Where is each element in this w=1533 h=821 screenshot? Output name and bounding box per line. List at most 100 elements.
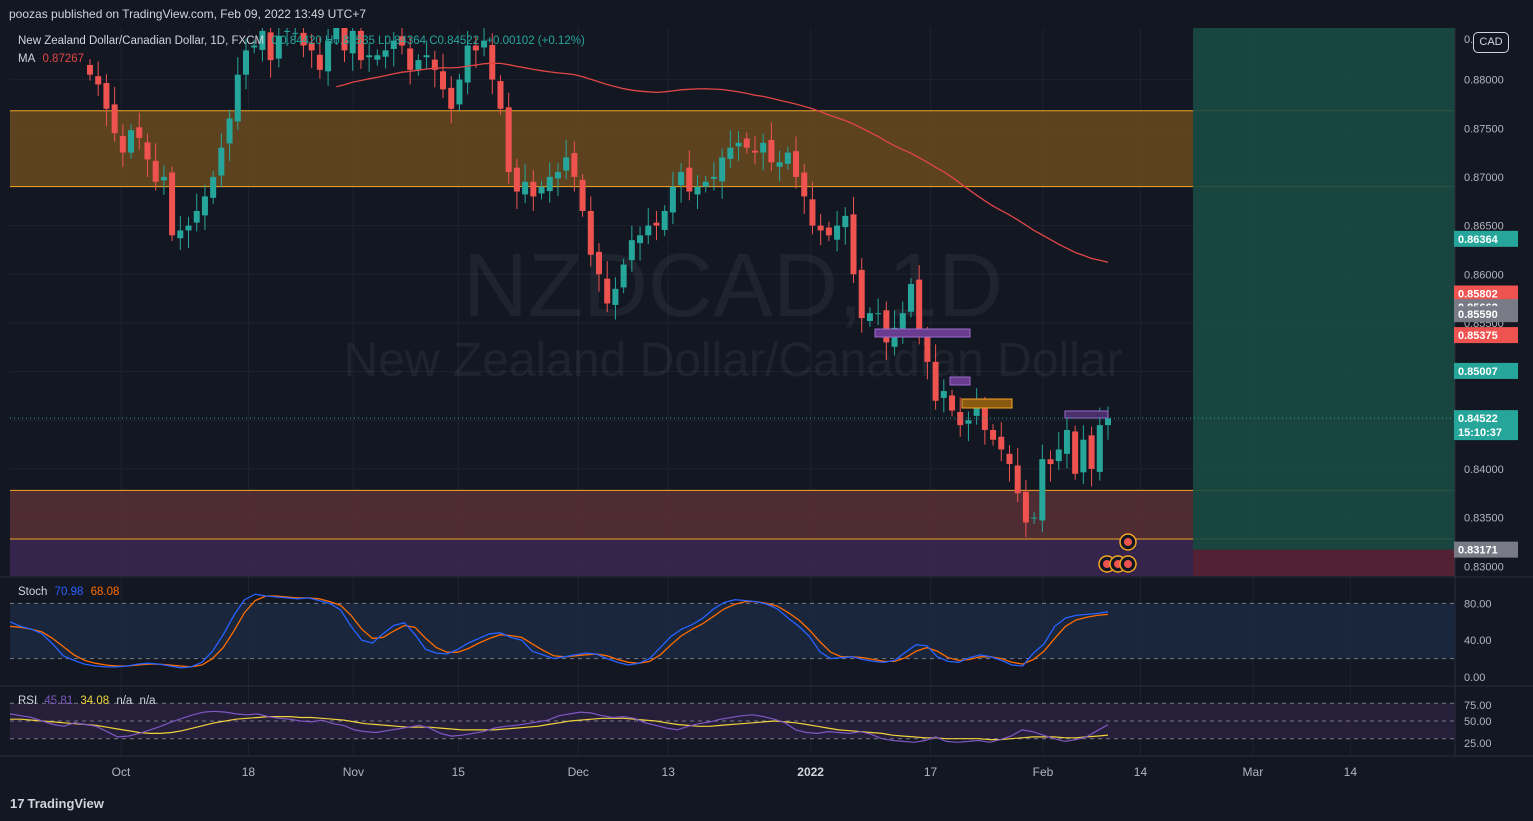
rsi-ma-value: 34.08: [80, 695, 110, 707]
candle-body: [973, 405, 980, 416]
candle-body: [210, 176, 217, 198]
price-label: 0.85802: [1458, 289, 1498, 301]
candle-body: [538, 186, 545, 194]
candle-body: [571, 153, 578, 177]
candle-body: [965, 420, 972, 424]
candle-body: [998, 436, 1005, 450]
candle-body: [292, 32, 299, 34]
candle-body: [784, 152, 791, 164]
candle-body: [349, 30, 356, 54]
candle-body: [357, 30, 364, 61]
target-profit-zone: [1193, 28, 1455, 550]
time-tick: 18: [242, 765, 256, 779]
candle-body: [1088, 435, 1095, 469]
candle-body: [366, 55, 373, 58]
candle-body: [284, 30, 291, 32]
rsi-tick: 75.00: [1464, 700, 1492, 712]
candle-body: [177, 230, 184, 239]
watermark-name: New Zealand Dollar/Canadian Dollar: [343, 334, 1122, 387]
rsi-label: RSI: [18, 695, 38, 707]
order-box: [1064, 410, 1109, 419]
price-tick: 0.86000: [1464, 269, 1504, 281]
candle-body: [1006, 453, 1013, 465]
price-label: 0.85007: [1458, 366, 1498, 378]
candle-body: [119, 136, 126, 153]
candle-body: [858, 269, 865, 319]
candle-body: [1014, 465, 1021, 494]
price-label: 0.86364: [1458, 234, 1499, 246]
candle-body: [669, 186, 676, 213]
price-label-bg: [1454, 424, 1518, 441]
rsi-legend[interactable]: RSI 45.81 34.08 n/a n/a: [18, 695, 160, 707]
time-tick: Nov: [343, 765, 364, 779]
candle-body: [382, 50, 389, 57]
price-axis-bg: [1455, 28, 1533, 756]
candle-body: [957, 411, 964, 426]
candle-body: [390, 40, 397, 49]
candle-body: [637, 235, 644, 244]
event-flag-dot: [1103, 560, 1111, 568]
rsi-ma-line: [10, 715, 1109, 741]
candle-body: [727, 147, 734, 159]
chart-area[interactable]: NZDCAD, 1D New Zealand Dollar/Canadian Do…: [0, 28, 1533, 790]
stoch-tick: 0.00: [1464, 672, 1485, 684]
change-value: +0.00102 (+0.12%): [486, 35, 585, 47]
time-tick: 13: [662, 765, 676, 779]
currency-badge[interactable]: CAD: [1473, 32, 1509, 53]
candle-body: [374, 55, 381, 60]
event-flag-dot: [1124, 538, 1132, 546]
candle-body: [440, 71, 447, 90]
candle-body: [596, 251, 602, 275]
candle-body: [916, 279, 923, 333]
candle-body: [743, 138, 750, 148]
candle-body: [949, 395, 956, 411]
candle-body: [513, 167, 520, 192]
time-tick: 2022: [797, 765, 824, 779]
candle-body: [735, 142, 742, 147]
candle-body: [990, 429, 997, 440]
candle-body: [554, 172, 561, 179]
time-tick: Feb: [1033, 765, 1054, 779]
candle-body: [694, 186, 701, 195]
price-tick: 0.87500: [1464, 123, 1504, 135]
candle-body: [201, 196, 208, 216]
time-tick: Mar: [1243, 765, 1264, 779]
candle-body: [95, 76, 102, 85]
time-tick: 17: [924, 765, 938, 779]
candle-body: [834, 225, 841, 240]
candle-body: [234, 74, 241, 122]
candle-body: [866, 313, 873, 321]
tradingview-logo[interactable]: 17 TradingView: [10, 796, 104, 811]
candle-body: [620, 264, 627, 288]
candle-body: [817, 225, 824, 231]
top-bar: poozas published on TradingView.com, Feb…: [0, 0, 1533, 28]
candle-body: [907, 283, 914, 312]
candle-body: [251, 45, 258, 48]
candle-body: [333, 28, 340, 40]
candle-body: [497, 81, 504, 109]
candle-body: [940, 391, 947, 398]
stoch-tick: 40.00: [1464, 635, 1492, 647]
candle-body: [144, 142, 151, 160]
candle-body: [308, 42, 315, 51]
symbol-legend[interactable]: New Zealand Dollar/Canadian Dollar, 1D, …: [18, 35, 589, 47]
stoch-d-value: 68.08: [90, 586, 120, 598]
symbol-title: New Zealand Dollar/Canadian Dollar, 1D, …: [18, 35, 265, 47]
candle-body: [472, 45, 479, 51]
candle-body: [686, 167, 693, 192]
ma-label: MA: [18, 53, 36, 65]
candle-body: [481, 40, 488, 48]
candle-body: [702, 181, 709, 187]
candle-body: [128, 130, 135, 153]
candle-body: [801, 172, 808, 197]
ma-legend[interactable]: MA 0.87267: [18, 53, 88, 65]
price-tick: 0.86500: [1464, 221, 1504, 233]
candle-body: [645, 225, 652, 236]
tradingview-logo-mark: 17: [10, 796, 25, 811]
candle-body: [604, 278, 611, 304]
ohlc-values: O0.84420 H0.84535 L0.84364 C0.84522: [271, 35, 480, 47]
stoch-legend[interactable]: Stoch 70.98 68.08: [18, 586, 123, 598]
candles: [87, 28, 1111, 538]
price-label-bg: [1454, 230, 1518, 247]
